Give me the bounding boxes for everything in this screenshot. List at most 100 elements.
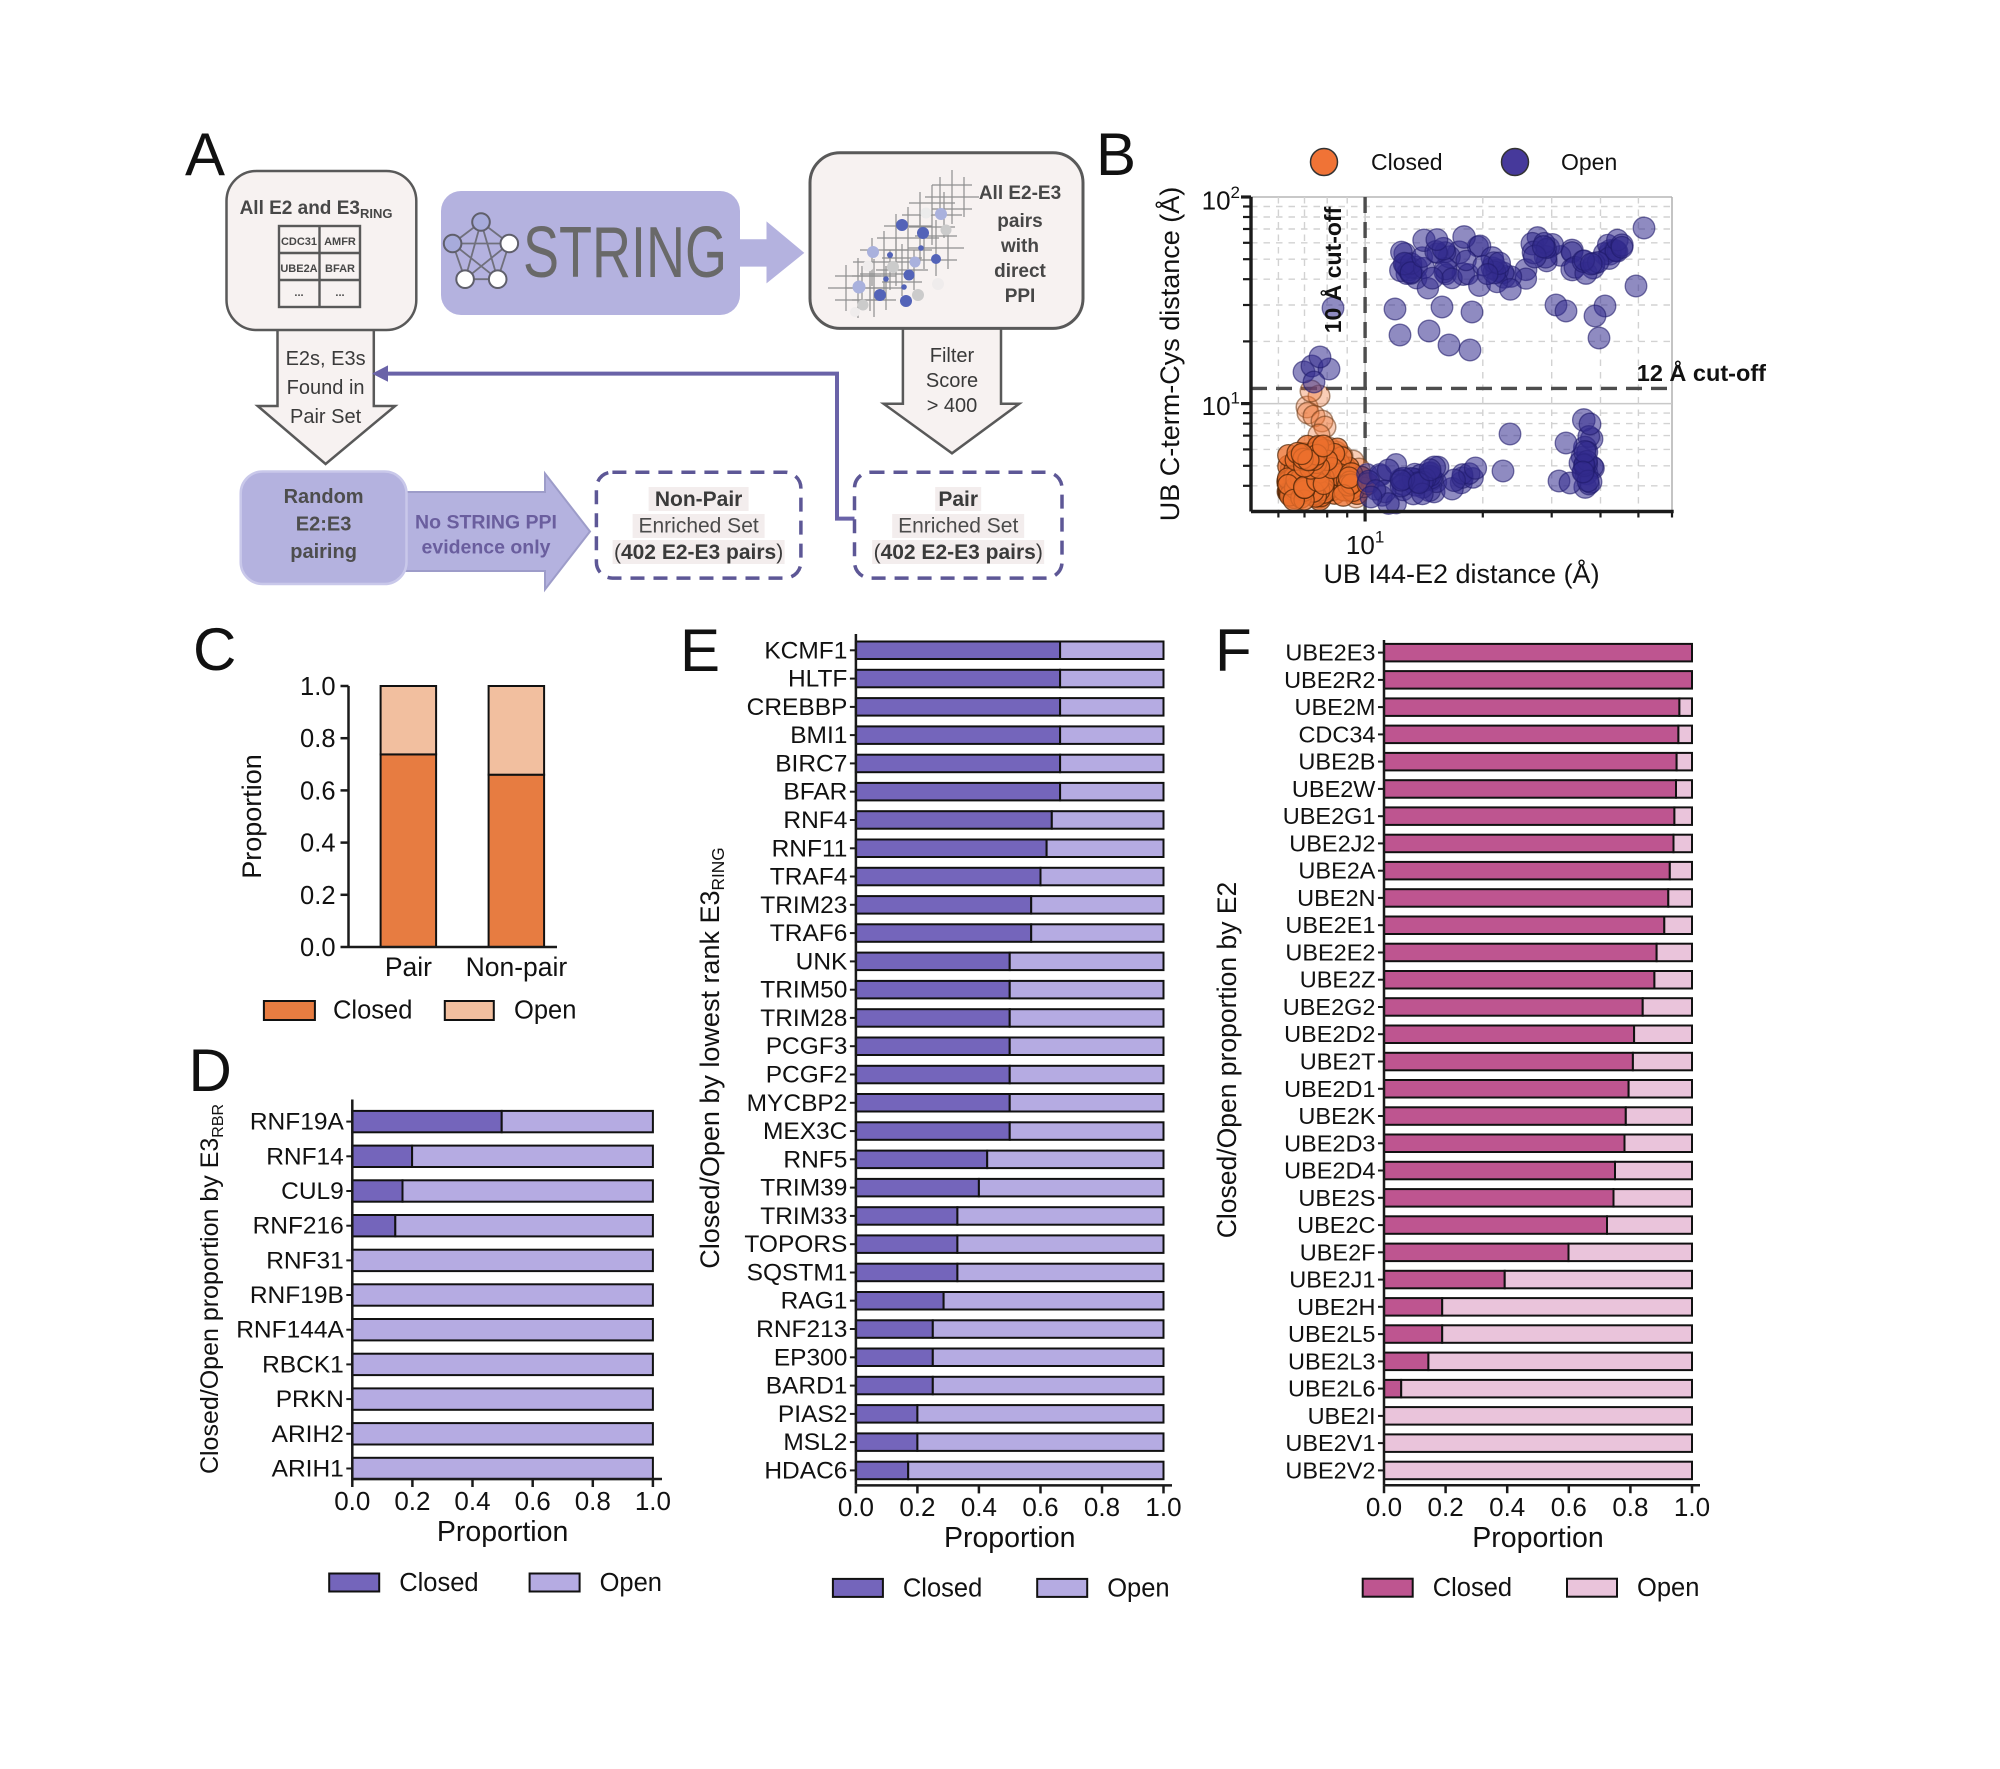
svg-text:D: D [189,1037,232,1104]
svg-text:Non-Pair: Non-Pair [655,488,743,511]
svg-text:Closed: Closed [333,997,412,1025]
svg-text:Closed: Closed [903,1574,982,1602]
svg-text:TRIM33: TRIM33 [760,1203,847,1230]
svg-text:RNF19A: RNF19A [250,1109,345,1136]
svg-text:1.0: 1.0 [1145,1492,1181,1522]
svg-text:BFAR: BFAR [783,779,847,806]
svg-text:0.8: 0.8 [300,725,335,753]
svg-text:0.8: 0.8 [575,1486,611,1516]
svg-text:UBE2E2: UBE2E2 [1285,940,1375,966]
svg-text:UBE2S: UBE2S [1298,1185,1375,1211]
svg-text:RNF4: RNF4 [783,807,847,834]
svg-text:No STRING PPI: No STRING PPI [415,512,557,534]
svg-text:A: A [185,121,225,188]
svg-text:UBE2D1: UBE2D1 [1284,1076,1375,1102]
svg-text:UBE2E1: UBE2E1 [1285,912,1375,938]
svg-text:All E2-E3: All E2-E3 [979,183,1061,204]
svg-text:UBE2A: UBE2A [1298,858,1375,884]
svg-text:0.2: 0.2 [1428,1492,1464,1522]
svg-text:BIRC7: BIRC7 [775,750,847,777]
svg-text:All E2 and E3RING: All E2 and E3RING [240,198,393,221]
svg-text:UBE2G2: UBE2G2 [1283,994,1376,1020]
svg-text:STRING: STRING [523,213,727,293]
svg-text:UBE2D3: UBE2D3 [1284,1130,1375,1156]
svg-text:Closed/Open proportion by E2: Closed/Open proportion by E2 [1212,882,1242,1239]
svg-text:UBE2D2: UBE2D2 [1284,1021,1375,1047]
svg-text:RNF216: RNF216 [253,1213,344,1240]
svg-text:E2:E3: E2:E3 [296,514,352,536]
svg-text:HLTF: HLTF [788,666,847,693]
svg-text:1.0: 1.0 [300,673,335,701]
svg-text:Pair: Pair [385,952,432,982]
svg-text:Enriched Set: Enriched Set [898,515,1018,538]
svg-text:UBE2M: UBE2M [1295,694,1376,720]
svg-text:CDC31: CDC31 [281,236,317,248]
svg-text:TRIM28: TRIM28 [760,1005,847,1032]
svg-text:Proportion: Proportion [1472,1522,1604,1554]
svg-text:0.4: 0.4 [1489,1492,1525,1522]
svg-text:BARD1: BARD1 [766,1373,848,1400]
svg-text:CUL9: CUL9 [281,1178,344,1205]
svg-text:PIAS2: PIAS2 [778,1401,847,1428]
svg-text:> 400: > 400 [927,395,978,417]
svg-text:Pair: Pair [938,488,978,511]
svg-text:Open: Open [600,1569,662,1597]
svg-text:BMI1: BMI1 [790,722,847,749]
svg-text:1.0: 1.0 [635,1486,671,1516]
svg-text:TRAF4: TRAF4 [770,864,848,891]
svg-text:TRIM23: TRIM23 [760,892,847,919]
svg-text:Proportion: Proportion [944,1522,1076,1554]
svg-text:Pair Set: Pair Set [290,406,362,428]
svg-text:Random: Random [284,486,364,508]
svg-text:RNF213: RNF213 [756,1316,847,1343]
svg-text:RNF14: RNF14 [266,1143,344,1170]
svg-text:MSL2: MSL2 [783,1429,847,1456]
svg-text:(402 E2-E3 pairs): (402 E2-E3 pairs) [874,541,1043,564]
svg-text:PRKN: PRKN [276,1386,344,1413]
svg-text:UBE2L3: UBE2L3 [1288,1348,1376,1374]
svg-text:RAG1: RAG1 [781,1288,848,1315]
svg-text:UBE2E3: UBE2E3 [1285,640,1375,666]
svg-text:0.2: 0.2 [899,1492,935,1522]
svg-text:PPI: PPI [1005,286,1036,307]
svg-text:Open: Open [1637,1574,1699,1602]
svg-text:Score: Score [926,370,978,392]
svg-text:RNF31: RNF31 [266,1247,344,1274]
svg-text:ARIH2: ARIH2 [272,1421,344,1448]
svg-text:(402 E2-E3 pairs): (402 E2-E3 pairs) [614,541,783,564]
svg-text:10 Å cut-off: 10 Å cut-off [1319,206,1346,333]
svg-text:E: E [680,617,720,684]
svg-text:UBE2I: UBE2I [1308,1403,1376,1429]
svg-text:B: B [1096,121,1136,188]
svg-text:direct: direct [994,261,1046,282]
svg-text:0.6: 0.6 [300,777,335,805]
svg-text:0.6: 0.6 [515,1486,551,1516]
svg-text:UBE2W: UBE2W [1292,776,1376,802]
svg-text:...: ... [294,287,303,299]
svg-text:UBE2J2: UBE2J2 [1289,830,1375,856]
svg-text:Proportion: Proportion [437,1516,569,1548]
svg-text:Found in: Found in [287,377,365,399]
svg-text:CREBBP: CREBBP [747,694,848,721]
svg-text:HDAC6: HDAC6 [764,1457,847,1484]
svg-text:TRIM39: TRIM39 [760,1175,847,1202]
svg-text:UBE2L6: UBE2L6 [1288,1376,1376,1402]
svg-text:E2s, E3s: E2s, E3s [286,348,366,370]
svg-text:0.2: 0.2 [394,1486,430,1516]
svg-text:Open: Open [1561,149,1617,175]
svg-text:UBE2B: UBE2B [1298,749,1375,775]
svg-text:evidence only: evidence only [422,537,551,559]
svg-text:Open: Open [1107,1574,1169,1602]
svg-text:UNK: UNK [796,948,848,975]
svg-text:Filter: Filter [930,345,975,367]
svg-text:UBE2L5: UBE2L5 [1288,1321,1376,1347]
svg-text:0.6: 0.6 [1022,1492,1058,1522]
svg-text:TRIM50: TRIM50 [760,977,847,1004]
svg-text:UBE2N: UBE2N [1297,885,1375,911]
svg-text:Closed/Open proportion by E3RB: Closed/Open proportion by E3RBR [196,1104,227,1474]
svg-text:...: ... [335,287,344,299]
svg-text:RNF144A: RNF144A [236,1317,344,1344]
svg-text:TRAF6: TRAF6 [770,920,848,947]
svg-text:Enriched Set: Enriched Set [638,515,758,538]
svg-text:RNF5: RNF5 [783,1146,847,1173]
